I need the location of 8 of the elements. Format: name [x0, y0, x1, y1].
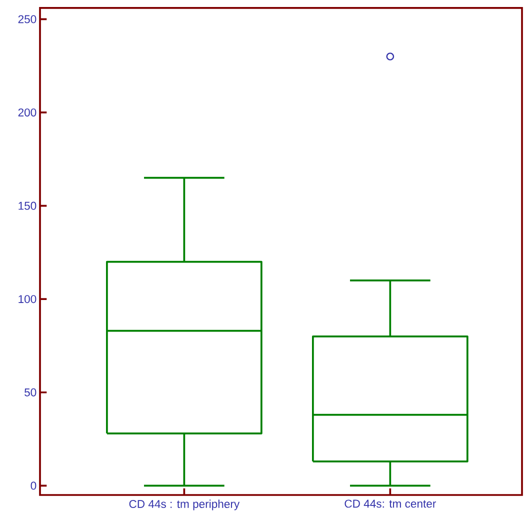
x-tick-label: CD 44s : tm periphery — [129, 500, 240, 510]
y-tick-label: 250 — [18, 15, 36, 24]
y-tick-label: 0 — [30, 482, 36, 490]
x-tick-label: CD 44s: tm center — [344, 500, 436, 508]
y-tick-label: 50 — [24, 388, 36, 396]
y-tick-label: 150 — [18, 202, 36, 210]
y-tick-label: 100 — [18, 295, 36, 304]
y-tick-label: 200 — [18, 108, 36, 116]
